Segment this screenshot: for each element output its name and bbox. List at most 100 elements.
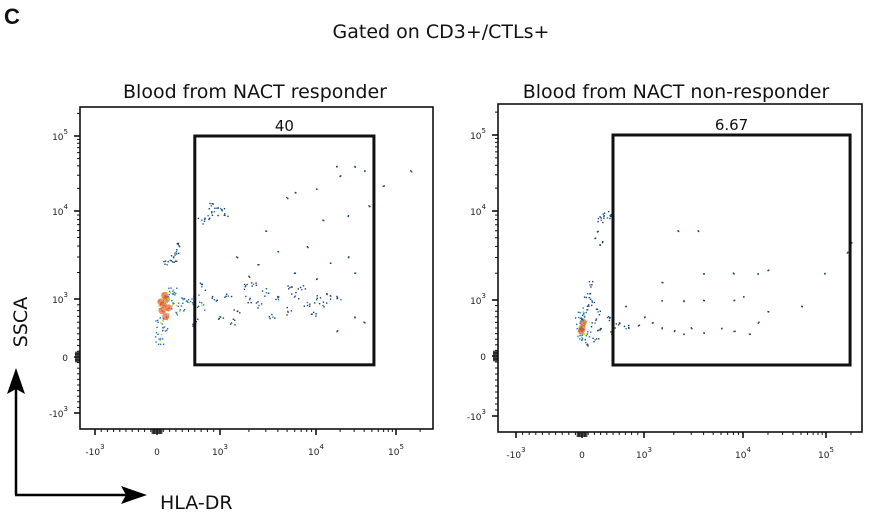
data-point-halo (625, 306, 627, 308)
data-point-halo (315, 313, 317, 315)
data-point-halo (599, 216, 601, 218)
y-tick-label: 103 (470, 292, 486, 307)
data-point (160, 322, 162, 324)
data-point-halo (172, 293, 175, 295)
data-point (175, 251, 178, 253)
data-point-halo (347, 215, 349, 218)
data-point-halo (579, 334, 581, 337)
data-point (172, 289, 175, 291)
data-point-halo (269, 317, 271, 320)
data-point-halo (243, 283, 246, 286)
data-point (201, 286, 203, 288)
data-point-halo (618, 322, 621, 324)
gate-rectangle (611, 133, 852, 367)
data-point-halo (277, 297, 279, 299)
data-point-halo (662, 282, 664, 284)
data-point-halo (175, 260, 177, 262)
data-point-halo (295, 192, 297, 194)
data-point-halo (267, 292, 270, 294)
density-core (164, 304, 172, 312)
data-point (188, 301, 190, 304)
data-point-halo (579, 311, 581, 314)
data-point-halo (172, 290, 174, 292)
data-point-halo (187, 301, 189, 303)
data-point-halo (628, 327, 630, 330)
data-point-halo (249, 297, 251, 300)
data-point-halo (289, 286, 291, 289)
y-tick-label: 104 (52, 203, 68, 218)
data-point-halo (255, 302, 258, 304)
data-point (210, 205, 212, 207)
data-point-halo (211, 214, 214, 216)
minor-ticks (495, 111, 852, 435)
data-point-halo (581, 318, 583, 320)
data-point-halo (303, 305, 305, 307)
data-point-halo (610, 215, 612, 217)
data-point-halo (293, 272, 296, 274)
data-point-halo (255, 284, 258, 286)
data-point (265, 292, 268, 294)
tick-exponent: 3 (100, 443, 104, 451)
data-points (154, 165, 413, 346)
data-point (182, 299, 184, 301)
axis-arrows (7, 368, 147, 504)
data-point-halo (168, 287, 170, 289)
data-point (306, 301, 309, 304)
data-point-halo (824, 272, 826, 275)
data-point-halo (315, 315, 317, 317)
data-point-halo (588, 336, 591, 338)
data-point (606, 217, 609, 219)
data-point (368, 205, 370, 207)
data-point-halo (683, 300, 685, 303)
data-point (364, 322, 366, 324)
data-point-halo (599, 244, 601, 246)
tick-base: 0 (62, 354, 68, 364)
data-point (336, 330, 338, 333)
data-point (578, 316, 580, 319)
x-tick-label: 105 (818, 446, 834, 461)
data-point (224, 213, 226, 215)
data-point (252, 283, 255, 285)
data-point-halo (233, 309, 235, 311)
data-point-halo (306, 304, 309, 307)
data-point-halo (221, 209, 223, 211)
tick-base: 10 (52, 208, 64, 218)
data-point (201, 219, 203, 221)
data-point-halo (743, 296, 745, 298)
data-point-halo (234, 319, 236, 321)
x-tick-label: 104 (308, 443, 324, 458)
tick-exponent: 4 (64, 203, 69, 211)
tick-base: 10 (308, 448, 320, 458)
data-point (588, 305, 590, 307)
data-point (294, 272, 297, 274)
data-point-halo (178, 252, 180, 255)
data-point-halo (608, 316, 610, 318)
data-point-halo (608, 319, 611, 322)
data-point-halo (192, 325, 194, 327)
data-point-halo (584, 338, 586, 341)
data-point-halo (170, 287, 172, 289)
data-point-halo (319, 297, 322, 299)
data-point-halo (602, 241, 604, 243)
data-point-halo (225, 293, 228, 295)
data-point-halo (609, 317, 611, 319)
panel-letter: C (4, 4, 20, 29)
y-tick-label: -103 (467, 408, 486, 423)
data-point-halo (299, 286, 302, 289)
data-point-halo (288, 288, 290, 290)
data-point-halo (162, 338, 164, 340)
data-point (340, 299, 342, 301)
data-point-halo (211, 211, 213, 213)
data-point-halo (201, 283, 204, 286)
data-point-halo (208, 208, 210, 210)
data-point-halo (576, 323, 578, 326)
data-point-halo (183, 298, 186, 300)
data-point (347, 257, 350, 259)
data-point-halo (159, 317, 161, 319)
data-point-halo (674, 329, 676, 332)
data-point (606, 316, 609, 319)
data-point-halo (290, 310, 293, 312)
data-point-halo (582, 333, 584, 335)
data-point-halo (593, 341, 595, 343)
